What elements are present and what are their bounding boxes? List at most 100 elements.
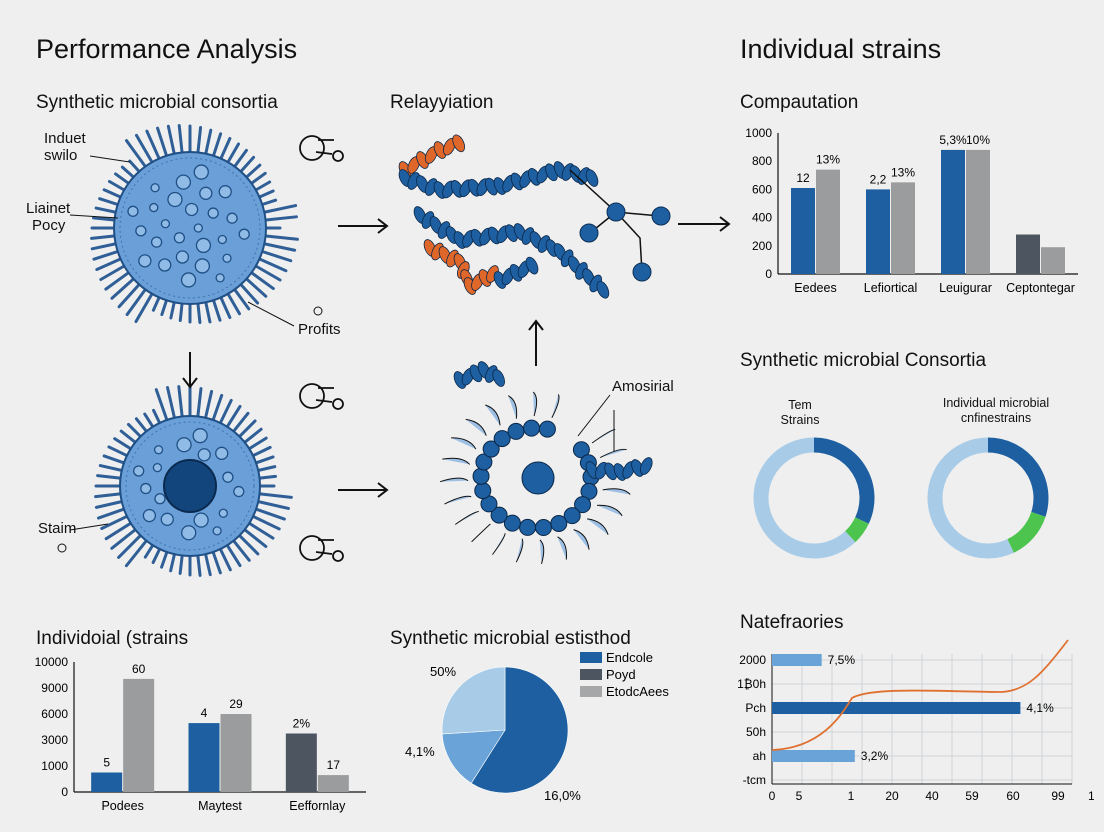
spike <box>166 124 177 158</box>
x-tick-label: 20 <box>885 789 899 803</box>
helix-turn <box>452 134 465 153</box>
spike <box>95 256 124 271</box>
data-label: 5 <box>103 756 110 770</box>
spike <box>238 155 256 175</box>
y-tick-label: 400 <box>752 211 772 225</box>
bar <box>123 678 155 792</box>
protein-bead <box>534 519 552 537</box>
bar <box>317 775 349 792</box>
organelle <box>199 186 213 200</box>
protein-bead <box>503 514 521 532</box>
connector-line <box>315 387 334 403</box>
spike <box>92 249 122 261</box>
spike <box>94 492 124 499</box>
organelle <box>193 223 203 233</box>
spike <box>90 241 120 251</box>
organelle <box>142 508 157 523</box>
spike <box>94 206 120 215</box>
spike <box>218 294 232 320</box>
protein-bead <box>493 430 511 448</box>
pie-title: Synthetic microbial estisthod <box>390 628 631 649</box>
protein-strand <box>439 477 469 483</box>
protein-bead <box>472 467 490 485</box>
spike <box>124 537 150 568</box>
bar <box>220 714 252 792</box>
helix-turn <box>639 457 653 475</box>
spike <box>243 163 262 180</box>
spike <box>107 180 128 193</box>
bar <box>966 149 990 274</box>
spike <box>154 388 170 424</box>
blue-helix-1 <box>398 161 599 199</box>
data-label: 2,2 <box>870 172 887 186</box>
spike <box>145 129 162 162</box>
spike <box>238 281 260 305</box>
spike <box>241 427 263 446</box>
donut-segment <box>753 437 856 559</box>
helix-turn <box>596 280 610 299</box>
organelle <box>133 465 145 477</box>
spike <box>248 171 267 187</box>
organelle <box>167 191 183 208</box>
spike <box>102 188 124 200</box>
spike <box>231 286 251 311</box>
protein-strand <box>471 523 491 543</box>
data-label: 10% <box>966 133 990 147</box>
spike <box>113 437 134 452</box>
cell-inner-membrane <box>119 157 261 299</box>
x-tick-label: Eedees <box>794 281 836 295</box>
cell-spikes <box>90 124 299 324</box>
connector-ring <box>299 383 325 409</box>
organelle <box>184 202 199 217</box>
spike <box>156 126 169 160</box>
spike <box>218 545 232 572</box>
organelle <box>197 448 211 462</box>
connector-ring <box>299 535 325 561</box>
protein-tail <box>585 457 653 481</box>
bar <box>891 182 915 274</box>
helix-turn <box>525 256 539 275</box>
connector-icon <box>299 383 344 410</box>
donut2-label: Individual microbial cnfinestrains <box>926 396 1066 426</box>
arrow-right-3 <box>678 216 731 232</box>
y-tick-label: 9000 <box>41 681 68 695</box>
organelle <box>207 207 219 219</box>
spike <box>107 445 131 458</box>
spike <box>196 387 203 420</box>
data-label: 17 <box>327 758 341 772</box>
organelle <box>176 437 192 453</box>
spike <box>196 126 203 156</box>
bar <box>285 733 317 792</box>
x-tick-label: Maytest <box>198 799 242 813</box>
arrow-down <box>182 352 198 389</box>
pie-slice <box>441 666 506 735</box>
y-tick-label: ah <box>753 749 766 763</box>
spike <box>104 520 134 541</box>
spike <box>231 148 248 170</box>
spike <box>246 436 268 452</box>
arrow-up <box>528 319 544 366</box>
organelle <box>222 471 234 483</box>
y-tick-label: 1000 <box>745 126 772 140</box>
organelle <box>160 219 171 229</box>
y-tick-label: 2000 <box>739 653 766 667</box>
spike <box>230 411 250 435</box>
spike <box>177 124 184 156</box>
bar <box>791 187 815 274</box>
donut2-label-line2: cnfinestrains <box>960 411 1032 425</box>
connector-node <box>332 550 344 562</box>
protein-ribbon <box>398 134 610 299</box>
protein-strand <box>454 511 479 525</box>
organelle <box>193 512 209 528</box>
protein-strand <box>444 495 472 505</box>
bar <box>1016 234 1040 274</box>
bar <box>941 149 965 274</box>
organelle <box>173 232 186 244</box>
consortia-subtitle: Synthetic microbial consortia <box>36 92 278 113</box>
protein-bead <box>475 453 493 471</box>
y-tick-label: 0 <box>765 267 772 281</box>
x-tick-label: Eeffornlay <box>289 799 346 813</box>
x-tick-label: 60 <box>1006 789 1020 803</box>
spike <box>117 532 144 559</box>
spike <box>96 506 128 520</box>
